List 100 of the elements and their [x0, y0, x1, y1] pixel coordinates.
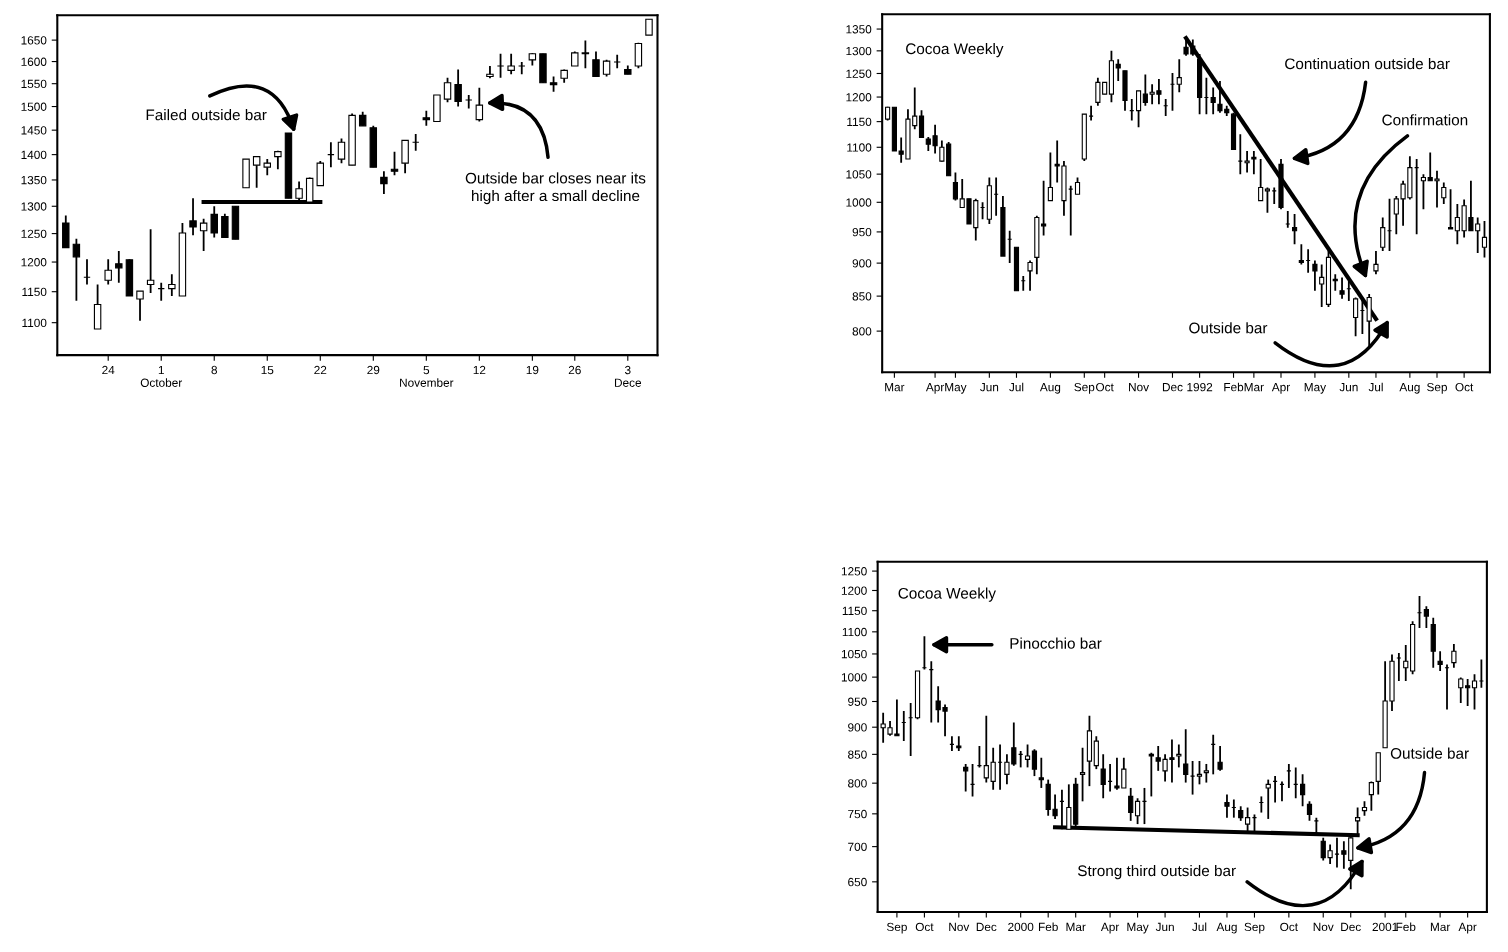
- y-tick-label: 1300: [21, 202, 47, 211]
- candlestick: [1451, 643, 1457, 669]
- candlestick: [1148, 751, 1154, 798]
- candlestick: [952, 171, 959, 202]
- candlestick: [1458, 676, 1464, 704]
- x-tick-label: Sep: [1074, 382, 1095, 394]
- candlestick: [146, 228, 155, 294]
- candlestick: [210, 205, 218, 239]
- candlestick: [1251, 150, 1257, 176]
- x-tick-label: Sep: [1244, 922, 1265, 934]
- x-tick-label: Apr: [925, 383, 945, 394]
- y-tick-label: 1050: [841, 649, 867, 659]
- y-tick-label: 1550: [21, 79, 47, 89]
- y-tick-label: 1300: [846, 46, 872, 56]
- y-tick-label: 1000: [846, 198, 872, 207]
- y-tick-label: 1500: [21, 102, 47, 111]
- y-tick-label: 800: [848, 779, 867, 788]
- y-tick-label: 800: [852, 327, 872, 336]
- x-tick-label: Oct: [915, 922, 934, 932]
- x-tick-label: Mar: [1430, 922, 1451, 932]
- candlestick: [1047, 151, 1053, 202]
- annotation: Outside bar closes near its high after a small decline: [465, 172, 646, 205]
- x-tick-label: Feb: [1396, 922, 1416, 932]
- x-tick-label: May: [1304, 383, 1327, 394]
- x-tick-label: Oct: [1455, 382, 1474, 392]
- candlestick: [918, 109, 925, 139]
- candlestick: [1135, 89, 1142, 129]
- y-tick-label: 1050: [846, 170, 872, 179]
- annotation: Outside bar: [1189, 322, 1268, 334]
- x-tick-label: Aug: [1399, 383, 1420, 394]
- x-tick-label: Feb: [1224, 382, 1244, 392]
- x-tick-label: Dec: [1341, 922, 1361, 932]
- candlestick: [1079, 746, 1086, 803]
- x-tick-label: Sep: [1427, 382, 1448, 394]
- candlestick: [189, 197, 197, 237]
- text: Cocoa Weekly: [906, 42, 1004, 58]
- candlestick: [72, 237, 81, 302]
- x-tick-label: Mar: [1066, 922, 1086, 932]
- candlestick: [443, 76, 452, 104]
- y-tick-label: 1200: [846, 93, 872, 102]
- x-tick-label: 5 November: [400, 365, 454, 387]
- candlestick: [1447, 188, 1454, 230]
- candlestick: [1312, 259, 1318, 292]
- x-tick-label: Apr: [1271, 383, 1290, 394]
- candlestick: [221, 212, 229, 239]
- y-tick-label: 1100: [847, 143, 872, 152]
- y-tick-label: 1600: [21, 57, 47, 66]
- candlestick: [1420, 173, 1427, 211]
- candlestick: [1264, 186, 1271, 214]
- candlestick: [1441, 181, 1447, 205]
- candlestick: [1128, 787, 1134, 822]
- annotation: Continuation outside bar: [1285, 57, 1450, 70]
- candlestick: [1224, 793, 1230, 819]
- candlestick: [1423, 605, 1429, 629]
- y-tick-label: 1100: [22, 318, 47, 328]
- candlestick: [1258, 158, 1264, 202]
- y-tick-label: 900: [848, 723, 867, 732]
- x-tick-label: Jul: [1009, 382, 1024, 392]
- candlestick: [1353, 296, 1359, 338]
- y-tick-label: 1350: [846, 25, 872, 34]
- x-tick-label: Feb: [1038, 922, 1058, 932]
- candlestick: [507, 52, 515, 76]
- x-tick-label: Nov: [1129, 383, 1150, 392]
- annotation: Failed outside bar: [146, 109, 267, 121]
- y-tick-label: 1350: [21, 176, 47, 185]
- x-tick-label: 26: [568, 365, 581, 375]
- y-tick-label: 1250: [846, 69, 872, 78]
- candlestick: [475, 86, 484, 123]
- candlestick: [1368, 780, 1374, 812]
- x-tick-label: Nov: [1313, 922, 1334, 932]
- annotation: Pinocchio bar: [1010, 637, 1102, 649]
- candlestick: [1339, 276, 1345, 300]
- x-tick-label: Sep: [886, 922, 907, 934]
- candlestick: [1217, 745, 1223, 772]
- x-tick-label: Jun: [980, 383, 999, 392]
- candlestick: [496, 52, 505, 79]
- candlestick: [380, 170, 388, 195]
- x-tick-label: 1992: [1187, 382, 1213, 392]
- x-tick-label: Jun: [1155, 922, 1174, 932]
- candlestick: [634, 41, 643, 70]
- x-tick-label: Jun: [1339, 383, 1358, 392]
- x-tick-label: Oct: [1096, 382, 1114, 392]
- y-tick-label: 1250: [841, 567, 867, 576]
- candlestick: [1038, 756, 1044, 789]
- candlestick: [581, 39, 590, 70]
- x-tick-label: 2001: [1372, 922, 1398, 932]
- x-tick-label: Mar: [1244, 383, 1264, 392]
- y-tick-label: 1200: [21, 258, 47, 267]
- candlestick: [1380, 216, 1386, 252]
- x-tick-label: Aug: [1039, 383, 1061, 394]
- candlestick: [252, 155, 261, 189]
- x-tick-label: May: [945, 383, 967, 394]
- text: Cocoa Weekly: [898, 587, 996, 602]
- x-tick-label: Jul: [1368, 382, 1383, 392]
- candlestick: [592, 50, 600, 78]
- x-tick-label: 29: [367, 365, 380, 375]
- x-tick-label: 1 October: [140, 365, 183, 387]
- candlestick: [168, 273, 176, 297]
- candlestick: [1373, 250, 1379, 276]
- candlestick: [337, 137, 346, 165]
